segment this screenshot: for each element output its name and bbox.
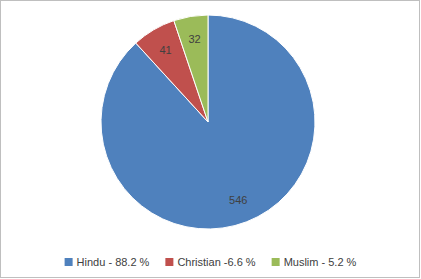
legend-swatch <box>272 258 280 266</box>
legend-label: Muslim - 5.2 % <box>284 256 357 268</box>
data-label: 41 <box>159 44 171 56</box>
data-label: 32 <box>188 33 200 45</box>
data-labels: 546 41 32 <box>159 33 247 205</box>
pie-slice <box>101 15 315 229</box>
data-label: 546 <box>229 194 247 206</box>
legend-label: Hindu - 88.2 % <box>77 256 150 268</box>
pie <box>101 15 315 229</box>
legend-item: Christian -6.6 % <box>165 256 255 268</box>
legend-swatch <box>165 258 173 266</box>
chart: 546 41 32 Hindu - 88.2 % Christian -6.6 % Mus… <box>0 0 421 279</box>
legend-item: Muslim - 5.2 % <box>272 256 357 268</box>
legend-item: Hindu - 88.2 % <box>65 256 150 268</box>
legend: Hindu - 88.2 % Christian -6.6 % Muslim - 5… <box>65 256 357 268</box>
pie-slice <box>174 15 208 122</box>
chart-frame <box>1 1 420 278</box>
legend-swatch <box>65 258 73 266</box>
legend-label: Christian -6.6 % <box>177 256 255 268</box>
